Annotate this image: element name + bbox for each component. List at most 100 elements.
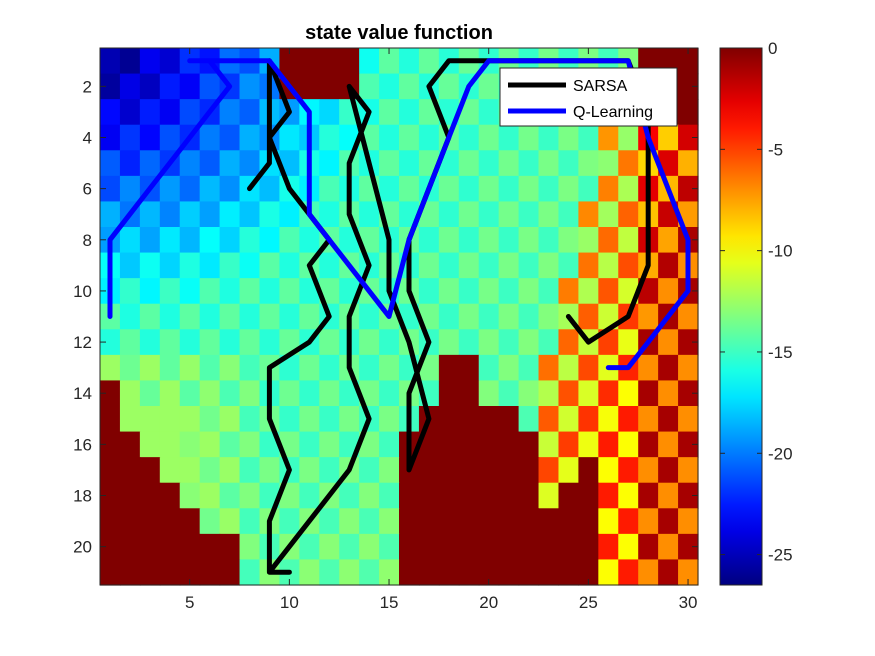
heatmap-cell <box>100 457 121 484</box>
heatmap-cell <box>538 278 560 305</box>
heatmap-cell <box>418 252 440 279</box>
heatmap-cell <box>359 559 380 586</box>
heatmap-cell <box>239 303 261 330</box>
heatmap-cell <box>458 482 480 509</box>
heatmap-cell <box>119 559 141 586</box>
heatmap-cell <box>159 380 181 407</box>
heatmap-cell <box>578 482 599 509</box>
heatmap-cell <box>438 457 460 484</box>
heatmap-cell <box>139 252 161 279</box>
heatmap-cell <box>279 354 300 382</box>
heatmap-cell <box>578 431 599 458</box>
heatmap-cell <box>578 278 599 305</box>
heatmap-cell <box>239 124 261 151</box>
heatmap-cell <box>199 457 221 484</box>
heatmap-cell <box>319 48 340 75</box>
heatmap-cell <box>159 252 181 279</box>
heatmap-cell <box>399 533 420 561</box>
heatmap-cell <box>578 380 599 407</box>
heatmap-cell <box>558 457 579 484</box>
heatmap-cell <box>458 303 480 330</box>
heatmap-cell <box>678 559 699 586</box>
heatmap-cell <box>478 482 500 509</box>
heatmap-cell <box>658 252 679 279</box>
heatmap-cell <box>239 533 261 561</box>
heatmap-cell <box>319 99 340 126</box>
heatmap-cell <box>100 406 121 433</box>
legend[interactable]: SARSA Q-Learning <box>499 67 678 127</box>
heatmap-cell <box>678 406 699 433</box>
heatmap-cell <box>518 303 540 330</box>
heatmap-cell <box>379 482 400 509</box>
heatmap-cell <box>100 73 121 100</box>
heatmap-cell <box>578 303 599 330</box>
heatmap-cell <box>119 354 141 382</box>
heatmap-cell <box>359 48 380 75</box>
heatmap-cell <box>119 482 141 509</box>
heatmap-cell <box>558 482 579 509</box>
heatmap-cell <box>578 406 599 433</box>
heatmap-cell <box>518 482 540 509</box>
heatmap-cell <box>518 124 540 151</box>
heatmap-cell <box>179 457 201 484</box>
heatmap-cell <box>618 175 639 203</box>
heatmap-cell <box>119 124 141 151</box>
heatmap-cell <box>279 303 300 330</box>
heatmap-cell <box>319 406 340 433</box>
heatmap-cell <box>578 457 599 484</box>
heatmap-cell <box>259 278 280 305</box>
heatmap-cell <box>359 201 380 228</box>
heatmap-cell <box>219 175 241 203</box>
heatmap-cell <box>259 252 280 279</box>
x-tick-label: 5 <box>185 593 194 612</box>
heatmap-cell <box>139 533 161 561</box>
heatmap-cell <box>339 406 360 433</box>
heatmap-cell <box>219 533 241 561</box>
heatmap-cell <box>458 278 480 305</box>
heatmap-cell <box>678 482 699 509</box>
heatmap-cell <box>239 99 261 126</box>
heatmap-cell <box>638 406 659 433</box>
colorbar-tick-label: 0 <box>768 39 777 58</box>
heatmap-cell <box>598 380 619 407</box>
heatmap-cell <box>159 48 181 75</box>
heatmap-cell <box>119 150 141 177</box>
heatmap-cell <box>379 508 400 535</box>
heatmap-cell <box>219 354 241 382</box>
heatmap-cell <box>139 150 161 177</box>
heatmap-cell <box>478 406 500 433</box>
heatmap-cell <box>538 329 560 356</box>
heatmap-cell <box>498 354 520 382</box>
heatmap-cell <box>159 124 181 151</box>
heatmap-cell <box>538 482 560 509</box>
heatmap-cell <box>199 533 221 561</box>
colorbar: 0 -5 -10 -15 -20 -25 <box>719 39 793 586</box>
heatmap-cell <box>379 329 400 356</box>
heatmap-cell <box>159 329 181 356</box>
heatmap-cell <box>100 329 121 356</box>
heatmap-cell <box>219 252 241 279</box>
heatmap-cell <box>379 431 400 458</box>
heatmap-cell <box>458 201 480 228</box>
chart-title: state value function <box>305 22 493 44</box>
heatmap-cell <box>578 227 599 254</box>
heatmap-cell <box>518 175 540 203</box>
x-tick-label: 10 <box>280 593 299 612</box>
heatmap-cell <box>538 303 560 330</box>
heatmap-cell <box>239 406 261 433</box>
heatmap-cell <box>578 354 599 382</box>
heatmap-cell <box>139 482 161 509</box>
heatmap-cell <box>458 354 480 382</box>
heatmap-cell <box>399 150 420 177</box>
heatmap-cell <box>239 508 261 535</box>
y-tick-label: 16 <box>73 435 92 454</box>
heatmap-cell <box>159 431 181 458</box>
heatmap-cell <box>139 559 161 586</box>
heatmap-cell <box>199 124 221 151</box>
heatmap-cell <box>458 227 480 254</box>
x-tick-label: 15 <box>380 593 399 612</box>
y-tick-label: 6 <box>83 180 92 199</box>
heatmap-cell <box>478 278 500 305</box>
heatmap-cell <box>538 124 560 151</box>
heatmap-cell <box>219 380 241 407</box>
